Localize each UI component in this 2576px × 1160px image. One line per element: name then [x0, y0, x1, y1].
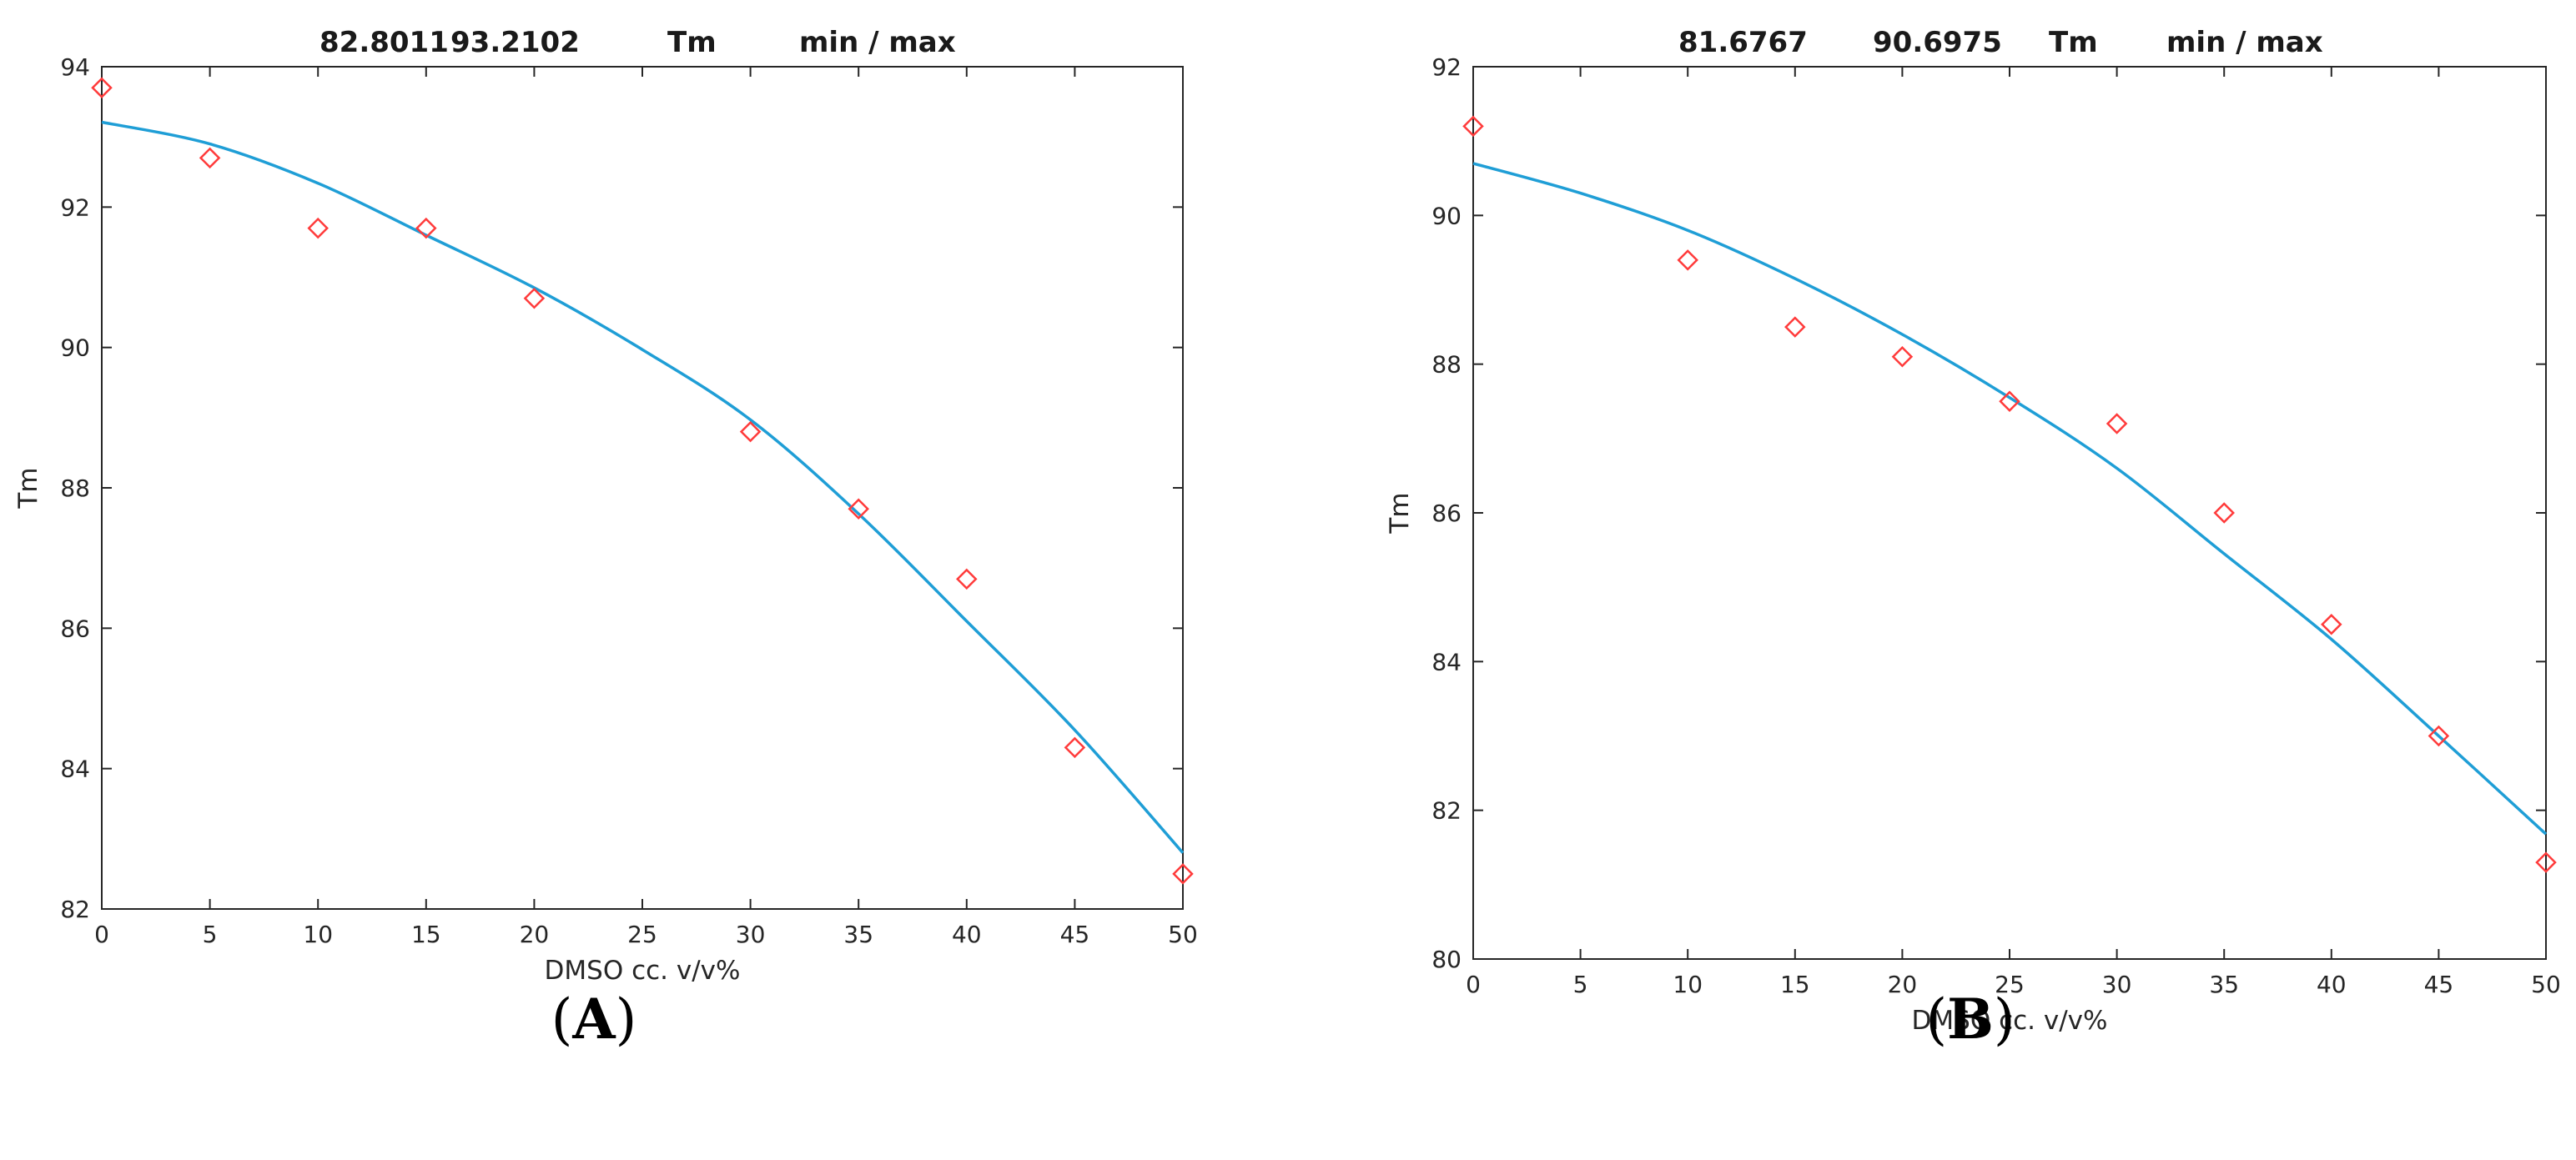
data-point-marker — [1677, 249, 1698, 271]
x-tick-label: 35 — [843, 921, 873, 948]
x-tick-label: 10 — [1673, 971, 1703, 998]
x-tick-label: 50 — [1168, 921, 1198, 948]
x-tick-label: 30 — [736, 921, 766, 948]
data-point-marker — [307, 217, 329, 239]
header-quantity: Tm — [667, 26, 717, 59]
y-tick-label: 88 — [1431, 351, 1462, 379]
plot-frame — [1472, 66, 2547, 960]
x-tick-label: 40 — [2317, 971, 2347, 998]
data-point-marker — [2106, 413, 2128, 434]
x-axis-label: DMSO cc. v/v% — [1912, 1006, 2108, 1036]
panel-label: (A) — [551, 987, 637, 1052]
header-range-label: min / max — [2166, 26, 2323, 59]
header-max-value: 90.6975 — [1873, 26, 2002, 59]
panel-label: (B) — [1925, 987, 2015, 1052]
plot-frame — [101, 66, 1184, 910]
data-point-marker — [2428, 725, 2450, 747]
x-tick-label: 20 — [520, 921, 550, 948]
data-point-marker — [415, 217, 437, 239]
x-tick-label: 35 — [2209, 971, 2239, 998]
x-tick-label: 5 — [1573, 971, 1588, 998]
data-point-marker — [523, 287, 546, 309]
data-point-marker — [956, 568, 978, 590]
data-point-marker — [2213, 502, 2235, 524]
x-tick-label: 45 — [2424, 971, 2454, 998]
header-min-value: 81.6767 — [1678, 26, 1808, 59]
y-tick-label: 90 — [1431, 202, 1462, 229]
data-point-marker — [1891, 345, 1914, 368]
data-point-marker — [1064, 736, 1086, 759]
x-tick-label: 5 — [203, 921, 218, 948]
header-max-value: 93.2102 — [450, 26, 580, 59]
y-tick-label: 80 — [1431, 946, 1462, 973]
panel-label-letter: B — [1947, 987, 1994, 1052]
x-tick-label: 10 — [303, 921, 333, 948]
panel-label-close: ) — [616, 987, 637, 1052]
panel-label-open: ( — [551, 987, 573, 1052]
x-tick-label: 45 — [1060, 921, 1090, 948]
x-tick-label: 20 — [1888, 971, 1918, 998]
x-axis-label: DMSO cc. v/v% — [545, 956, 741, 986]
x-tick-label: 0 — [1466, 971, 1481, 998]
x-tick-label: 30 — [2102, 971, 2132, 998]
fit-line — [101, 120, 1185, 854]
panel-label-letter: A — [571, 987, 616, 1052]
fit-line — [1472, 162, 2548, 836]
data-point-marker — [91, 77, 113, 99]
panel-label-open: ( — [1925, 987, 1947, 1052]
header-quantity: Tm — [2049, 26, 2098, 59]
header-min-value: 82.8011 — [319, 26, 449, 59]
data-point-marker — [1999, 390, 2020, 413]
y-tick-label: 90 — [60, 334, 90, 362]
y-tick-label: 82 — [1431, 797, 1462, 825]
data-point-marker — [848, 498, 869, 520]
chart-panel-b: 81.6767 90.6975 Tm min / max 0 5 10 15 20 25 30 35 4… — [1385, 26, 2561, 1052]
y-tick-label: 84 — [1431, 648, 1462, 675]
y-axis-label: Tm — [13, 467, 43, 509]
data-point-marker — [739, 420, 762, 443]
x-tick-label: 25 — [627, 921, 657, 948]
chart-panel-a: 82.8011 93.2102 Tm min / max 0 5 10 15 20 25 30 35 4… — [13, 26, 1198, 1052]
y-tick-label: 92 — [60, 193, 90, 221]
y-tick-label: 92 — [1431, 53, 1462, 81]
y-tick-label: 82 — [60, 896, 90, 923]
y-tick-label: 86 — [1431, 500, 1462, 527]
x-tick-label: 15 — [411, 921, 441, 948]
y-axis-label: Tm — [1385, 492, 1415, 534]
panel-label-close: ) — [1994, 987, 2015, 1052]
data-point-marker — [2321, 613, 2342, 635]
data-point-marker — [1462, 115, 1484, 138]
data-point-marker — [1784, 316, 1806, 338]
x-tick-label: 50 — [2531, 971, 2561, 998]
data-point-marker — [199, 147, 221, 169]
y-tick-label: 88 — [60, 475, 90, 502]
data-point-marker — [2535, 851, 2557, 873]
y-tick-label: 84 — [60, 756, 90, 783]
x-tick-label: 15 — [1780, 971, 1810, 998]
x-tick-label: 25 — [1995, 971, 2025, 998]
x-tick-label: 0 — [94, 921, 109, 948]
y-tick-label: 86 — [60, 615, 90, 642]
header-range-label: min / max — [799, 26, 956, 59]
y-tick-label: 94 — [60, 53, 90, 81]
x-tick-label: 40 — [952, 921, 982, 948]
data-point-marker — [1172, 863, 1194, 885]
